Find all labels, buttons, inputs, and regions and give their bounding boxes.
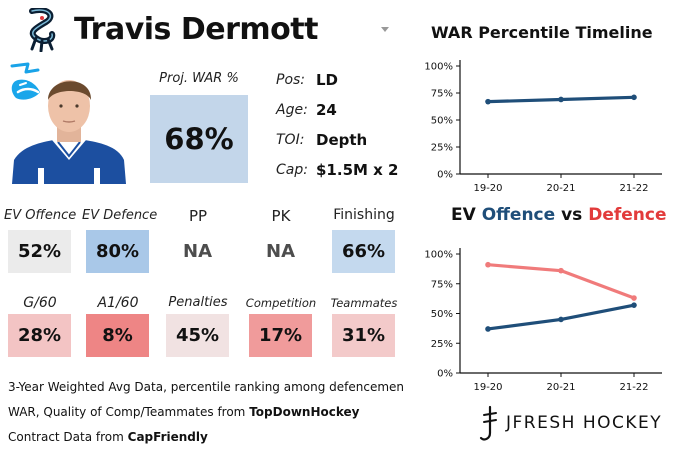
y-tick-label: 100%: [424, 62, 453, 73]
chart-title-ev: EV Offence vs Defence: [451, 205, 667, 225]
stat-label-finishing: Finishing: [333, 207, 395, 223]
war-percentile-chart: 0% 25% 50% 75% 100% 19-20 20-21 21-22: [424, 60, 662, 194]
x-tick-label: 20-21: [546, 382, 575, 393]
stat-label-competition: Competition: [245, 296, 317, 310]
bio-key-age: Age:: [276, 102, 308, 118]
stat-value-pp: NA: [166, 230, 229, 273]
y-tick-label: 25%: [431, 339, 453, 350]
stat-label-pp: PP: [188, 207, 208, 225]
stat-label-ev-offence: EV Offence: [4, 208, 77, 223]
stat-value-ev-offence: 52%: [8, 230, 71, 273]
stat-value-penalties: 45%: [166, 314, 229, 357]
data-point-offence: [631, 302, 637, 308]
data-point-defence: [485, 261, 491, 268]
proj-war-value: 68%: [150, 95, 248, 183]
footer-line-data: 3-Year Weighted Avg Data, percentile ran…: [8, 380, 405, 394]
stat-value-g60: 28%: [8, 314, 71, 357]
y-tick-label: 0%: [437, 170, 453, 181]
stat-value-finishing: 66%: [332, 230, 395, 273]
brand-text: JFRESH HOCKEY: [506, 413, 663, 433]
x-tick-label: 19-20: [473, 183, 502, 194]
chart-title-offence: Offence: [481, 205, 556, 225]
stat-label-g60: G/60: [23, 295, 57, 311]
stat-value-teammates: 31%: [332, 314, 395, 357]
data-point-offence: [485, 326, 491, 332]
player-name: Travis Dermott: [74, 12, 318, 47]
bio-key-cap: Cap:: [276, 162, 308, 178]
data-point-defence: [558, 267, 564, 274]
stat-label-teammates: Teammates: [330, 296, 398, 310]
ev-offence-defence-chart: 0% 25% 50% 75% 100% 19-20 20-21 21-22: [424, 248, 662, 393]
x-tick-label: 19-20: [473, 382, 502, 393]
sticker-icon: [10, 62, 41, 100]
stat-label-a160: A1/60: [97, 295, 139, 311]
chevron-down-icon[interactable]: [381, 27, 389, 32]
footer-war-prefix: WAR, Quality of Comp/Teammates from: [8, 405, 250, 419]
bio-value-toi: Depth: [316, 131, 368, 149]
jfresh-logo-icon: [479, 405, 497, 441]
chart-title-vs: vs: [555, 205, 589, 225]
y-tick-label: 50%: [431, 116, 453, 127]
x-tick-label: 20-21: [546, 183, 575, 194]
data-point: [631, 94, 637, 101]
y-tick-label: 0%: [437, 369, 453, 380]
kraken-logo-icon: [29, 8, 56, 52]
bio-key-toi: TOI:: [276, 132, 305, 148]
y-tick-label: 75%: [431, 89, 453, 100]
stat-label-pk: PK: [271, 207, 291, 225]
chart-title-defence: Defence: [588, 205, 667, 225]
stat-label-penalties: Penalties: [168, 295, 228, 310]
bio-value-pos: LD: [316, 71, 339, 89]
data-point-offence: [558, 316, 564, 323]
proj-war-label: Proj. WAR %: [159, 71, 239, 86]
y-tick-label: 50%: [431, 309, 453, 320]
bio-value-age: 24: [316, 101, 337, 119]
footer-line-contract: Contract Data from CapFriendly: [8, 430, 208, 444]
chart-title-war-timeline: WAR Percentile Timeline: [431, 23, 653, 42]
footer-contract-prefix: Contract Data from: [8, 430, 128, 444]
footer-line-war: WAR, Quality of Comp/Teammates from TopD…: [8, 405, 359, 419]
bio-value-cap: $1.5M x 2: [316, 161, 399, 179]
x-tick-label: 21-22: [619, 183, 648, 194]
data-point-defence: [631, 295, 637, 301]
stat-value-ev-defence: 80%: [86, 230, 149, 273]
y-tick-label: 25%: [431, 143, 453, 154]
player-headshot: [8, 60, 130, 184]
stat-value-competition: 17%: [249, 314, 312, 357]
y-tick-label: 100%: [424, 250, 453, 261]
bio-key-pos: Pos:: [276, 72, 306, 88]
data-point: [558, 96, 564, 103]
y-tick-label: 75%: [431, 279, 453, 290]
stat-label-ev-defence: EV Defence: [82, 208, 158, 223]
capfriendly-link[interactable]: CapFriendly: [127, 430, 208, 444]
topdownhockey-link[interactable]: TopDownHockey: [249, 405, 360, 419]
chart-title-ev-part-1: EV: [451, 205, 482, 225]
stat-value-a160: 8%: [86, 314, 149, 357]
x-tick-label: 21-22: [619, 382, 648, 393]
stat-value-pk: NA: [249, 230, 312, 273]
data-point: [485, 98, 491, 105]
